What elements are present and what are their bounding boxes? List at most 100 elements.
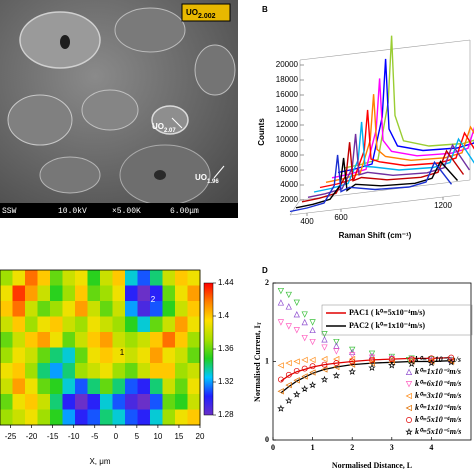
- map-cell: [62, 316, 76, 333]
- map-cell: [62, 270, 76, 286]
- marker: [285, 303, 292, 310]
- phase-label-base: UO: [195, 173, 207, 182]
- map-cell: [12, 285, 26, 302]
- map-cell: [62, 394, 76, 410]
- phase-label-base: UO: [186, 8, 198, 17]
- map-cell: [187, 285, 201, 302]
- map-cell: [150, 378, 163, 395]
- map-cell: [100, 285, 113, 302]
- map-cell: [150, 270, 163, 286]
- map-cell: [0, 378, 13, 395]
- map-cell: [125, 378, 138, 395]
- marker: [301, 318, 308, 326]
- sem-grain: [194, 44, 236, 96]
- marker: [333, 360, 340, 367]
- map-cell: [150, 347, 163, 364]
- map-cell: [25, 270, 38, 286]
- map-cell: [175, 285, 188, 302]
- map-cell: [37, 285, 51, 302]
- map-cell: [62, 363, 76, 379]
- map-cell: [175, 270, 188, 286]
- marker: [277, 376, 284, 383]
- marker: [293, 311, 300, 318]
- map-cell: [25, 378, 38, 395]
- map-cell: [187, 378, 201, 395]
- map-cell: [0, 316, 13, 333]
- legend-label: k⁰=5x10⁻⁴m/s: [415, 415, 461, 424]
- map-cell: [25, 347, 38, 364]
- marker: [368, 363, 376, 371]
- panel-label: D: [262, 266, 268, 275]
- phase-label-base: UO: [152, 122, 164, 131]
- panel-label: B: [262, 5, 268, 14]
- y-tick-label: 2000: [280, 195, 298, 204]
- marker: [349, 346, 356, 354]
- map-cell: [0, 347, 13, 364]
- map-cell: [112, 347, 126, 364]
- y-tick-label: 10000: [276, 135, 299, 144]
- marker: [333, 348, 340, 355]
- map-cell: [125, 270, 138, 286]
- colorbar-tick-label: 1.44: [218, 278, 234, 287]
- marker: [321, 331, 328, 338]
- x-tick-label: -25: [5, 432, 17, 441]
- legend-marker: [405, 428, 413, 436]
- map-cell: [137, 347, 151, 364]
- footer-text: 10.0kV: [58, 207, 87, 216]
- y-tick-label: 1: [265, 356, 269, 365]
- map-cell: [0, 394, 13, 410]
- colorbar-tick-label: 1.28: [218, 410, 234, 419]
- marker: [285, 396, 293, 404]
- map-cell: [37, 409, 51, 426]
- raman-panel: B 2000 4000 6000 8000 10000 12000 14000 16000 180…: [257, 5, 474, 240]
- marker: [308, 381, 317, 389]
- box-edge: [289, 199, 301, 216]
- y-tick-label: 20000: [276, 60, 299, 69]
- map-cell: [162, 378, 176, 395]
- y-tick-label: 2: [265, 278, 269, 287]
- map-annotation: 1: [120, 348, 125, 357]
- spectrum: [337, 58, 474, 174]
- sem-grain: [81, 89, 139, 131]
- map-cell: [75, 285, 88, 302]
- map-cell: [87, 285, 101, 302]
- legend-label: k⁰=3x10⁻⁴m/s: [415, 391, 461, 400]
- y-axis-label: Counts: [257, 118, 266, 146]
- map-annotation: 2: [151, 295, 156, 304]
- x-tick-label: 2: [350, 443, 354, 452]
- legend-marker: [405, 381, 413, 388]
- map-cell: [162, 285, 176, 302]
- x-axis-label: Normalised Distance, L: [332, 461, 412, 470]
- map-cell: [187, 347, 201, 364]
- map-cell: [25, 301, 38, 317]
- map-cell: [112, 285, 126, 302]
- map-panel: -25 -20 -15 -10 -5 0 5 10 15 20 X, μm 1.28 1.32 1.36 1…: [0, 269, 234, 466]
- legend-label: k⁰=5x10⁻⁵m/s: [415, 427, 461, 436]
- map-cell: [62, 332, 76, 348]
- marker: [349, 358, 356, 365]
- y-tick-label: 12000: [276, 120, 299, 129]
- sem-grain: [114, 7, 186, 53]
- phase-label-sub: 2.07: [164, 128, 176, 134]
- arrow: [171, 117, 183, 129]
- sem-grain: [19, 11, 101, 69]
- map-cell: [37, 316, 51, 333]
- map-cell: [162, 347, 176, 364]
- map-cell: [112, 394, 126, 410]
- x-tick-label: 0: [114, 432, 119, 441]
- marker: [293, 367, 300, 374]
- colorbar-tick-label: 1.36: [218, 344, 234, 353]
- map-cell: [112, 301, 126, 317]
- x-axis-label: X, μm: [89, 457, 110, 466]
- marker: [301, 356, 308, 364]
- map-cell: [162, 409, 176, 426]
- map-cell: [100, 378, 113, 395]
- map-cell: [112, 316, 126, 333]
- marker: [285, 291, 292, 299]
- legend-label: k⁰=1x10⁻²m/s: [415, 355, 461, 364]
- map-cell: [12, 332, 26, 348]
- legend-label: k⁰=1x10⁻³m/s: [415, 367, 461, 376]
- x-tick-label: -15: [47, 432, 59, 441]
- x-axis-label: Raman Shift (cm⁻¹): [339, 231, 412, 240]
